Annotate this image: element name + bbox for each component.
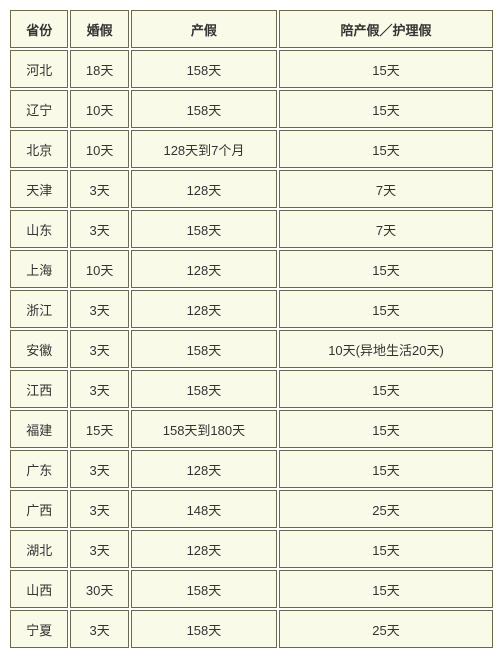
table-cell: 128天 <box>131 170 277 208</box>
table-cell: 15天 <box>279 370 493 408</box>
table-row: 广东3天128天15天 <box>10 450 493 488</box>
table-cell: 25天 <box>279 490 493 528</box>
table-cell: 福建 <box>10 410 68 448</box>
table-cell: 15天 <box>279 90 493 128</box>
table-row: 山西30天158天15天 <box>10 570 493 608</box>
table-cell: 7天 <box>279 170 493 208</box>
col-header-maternity: 产假 <box>131 10 277 48</box>
table-cell: 158天 <box>131 570 277 608</box>
table-cell: 158天 <box>131 210 277 248</box>
table-cell: 3天 <box>70 490 128 528</box>
table-cell: 15天 <box>279 290 493 328</box>
col-header-province: 省份 <box>10 10 68 48</box>
table-cell: 安徽 <box>10 330 68 368</box>
table-cell: 15天 <box>279 570 493 608</box>
table-cell: 15天 <box>279 50 493 88</box>
table-cell: 158天到180天 <box>131 410 277 448</box>
table-cell: 3天 <box>70 170 128 208</box>
table-cell: 10天 <box>70 250 128 288</box>
table-cell: 158天 <box>131 90 277 128</box>
table-cell: 3天 <box>70 610 128 648</box>
table-cell: 15天 <box>70 410 128 448</box>
table-cell: 128天到7个月 <box>131 130 277 168</box>
table-cell: 辽宁 <box>10 90 68 128</box>
table-row: 辽宁10天158天15天 <box>10 90 493 128</box>
table-row: 福建15天158天到180天15天 <box>10 410 493 448</box>
table-row: 上海10天128天15天 <box>10 250 493 288</box>
table-cell: 158天 <box>131 370 277 408</box>
table-row: 宁夏3天158天25天 <box>10 610 493 648</box>
col-header-marriage: 婚假 <box>70 10 128 48</box>
table-row: 浙江3天128天15天 <box>10 290 493 328</box>
table-cell: 128天 <box>131 450 277 488</box>
table-cell: 上海 <box>10 250 68 288</box>
table-cell: 158天 <box>131 610 277 648</box>
table-cell: 128天 <box>131 290 277 328</box>
table-cell: 河北 <box>10 50 68 88</box>
table-cell: 浙江 <box>10 290 68 328</box>
table-row: 安徽3天158天10天(异地生活20天) <box>10 330 493 368</box>
table-row: 山东3天158天7天 <box>10 210 493 248</box>
table-cell: 148天 <box>131 490 277 528</box>
table-cell: 湖北 <box>10 530 68 568</box>
table-cell: 天津 <box>10 170 68 208</box>
table-cell: 山东 <box>10 210 68 248</box>
table-cell: 江西 <box>10 370 68 408</box>
table-cell: 3天 <box>70 330 128 368</box>
table-cell: 18天 <box>70 50 128 88</box>
table-cell: 10天(异地生活20天) <box>279 330 493 368</box>
table-cell: 15天 <box>279 250 493 288</box>
table-cell: 宁夏 <box>10 610 68 648</box>
table-cell: 128天 <box>131 530 277 568</box>
table-row: 天津3天128天7天 <box>10 170 493 208</box>
table-cell: 3天 <box>70 370 128 408</box>
col-header-paternity: 陪产假／护理假 <box>279 10 493 48</box>
leave-policy-table: 省份 婚假 产假 陪产假／护理假 河北18天158天15天辽宁10天158天15… <box>8 8 495 650</box>
table-cell: 3天 <box>70 290 128 328</box>
table-cell: 3天 <box>70 210 128 248</box>
table-cell: 158天 <box>131 50 277 88</box>
table-cell: 30天 <box>70 570 128 608</box>
table-row: 广西3天148天25天 <box>10 490 493 528</box>
table-cell: 158天 <box>131 330 277 368</box>
table-cell: 15天 <box>279 410 493 448</box>
table-row: 河北18天158天15天 <box>10 50 493 88</box>
table-cell: 15天 <box>279 530 493 568</box>
table-cell: 广西 <box>10 490 68 528</box>
table-cell: 10天 <box>70 130 128 168</box>
table-cell: 128天 <box>131 250 277 288</box>
table-cell: 3天 <box>70 530 128 568</box>
table-cell: 15天 <box>279 130 493 168</box>
table-cell: 山西 <box>10 570 68 608</box>
table-body: 河北18天158天15天辽宁10天158天15天北京10天128天到7个月15天… <box>10 50 493 648</box>
table-cell: 7天 <box>279 210 493 248</box>
table-header-row: 省份 婚假 产假 陪产假／护理假 <box>10 10 493 48</box>
table-cell: 10天 <box>70 90 128 128</box>
table-cell: 25天 <box>279 610 493 648</box>
table-cell: 15天 <box>279 450 493 488</box>
table-row: 北京10天128天到7个月15天 <box>10 130 493 168</box>
table-cell: 北京 <box>10 130 68 168</box>
table-cell: 广东 <box>10 450 68 488</box>
table-row: 江西3天158天15天 <box>10 370 493 408</box>
table-row: 湖北3天128天15天 <box>10 530 493 568</box>
table-cell: 3天 <box>70 450 128 488</box>
